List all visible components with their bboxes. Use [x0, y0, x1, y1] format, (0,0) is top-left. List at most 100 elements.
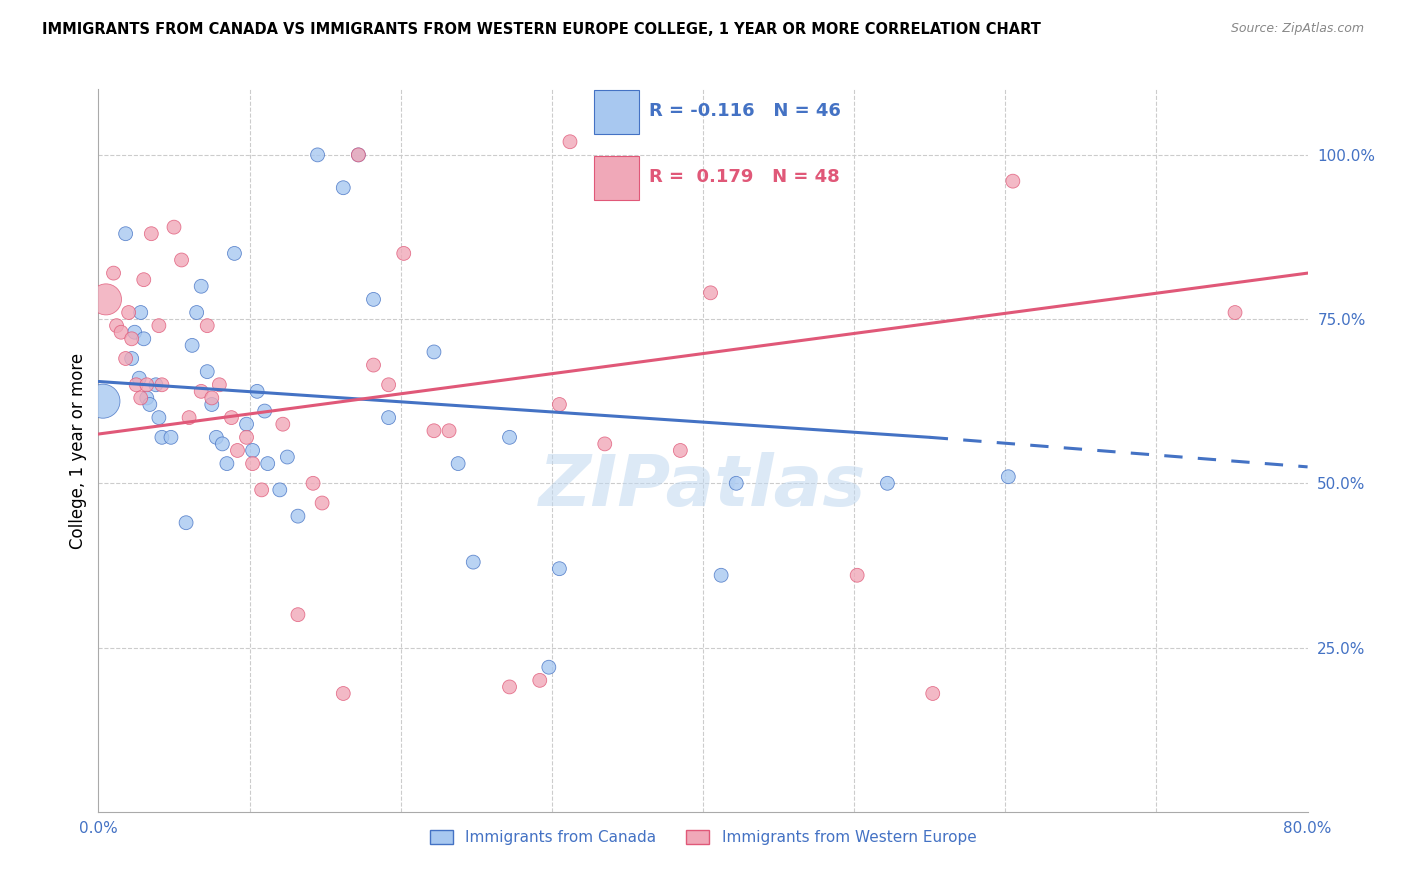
Point: [195, 365, 218, 379]
Point: [190, 279, 212, 293]
Point: [498, 430, 520, 444]
Point: [190, 384, 212, 399]
Point: [186, 305, 208, 319]
Point: [347, 148, 370, 162]
Point: [181, 338, 204, 352]
Point: [921, 686, 943, 700]
Text: ZIPatlas: ZIPatlas: [540, 452, 866, 521]
Point: [311, 496, 333, 510]
Point: [876, 476, 898, 491]
Point: [235, 430, 257, 444]
Point: [392, 246, 415, 260]
Point: [91, 394, 114, 409]
Point: [150, 430, 173, 444]
Point: [1001, 174, 1024, 188]
Point: [160, 430, 183, 444]
Point: [669, 443, 692, 458]
Point: [725, 476, 748, 491]
Point: [423, 424, 446, 438]
Point: [302, 476, 325, 491]
Point: [256, 457, 278, 471]
Point: [246, 384, 269, 399]
Point: [447, 457, 470, 471]
Point: [121, 351, 143, 366]
Point: [201, 397, 224, 411]
Point: [103, 266, 125, 280]
Point: [129, 391, 152, 405]
Point: [363, 358, 385, 372]
Point: [363, 293, 385, 307]
Point: [548, 562, 571, 576]
Point: [253, 404, 276, 418]
Point: [710, 568, 733, 582]
Point: [226, 443, 249, 458]
Point: [170, 252, 193, 267]
Point: [235, 417, 257, 432]
Point: [145, 377, 167, 392]
Point: [242, 457, 264, 471]
Text: Source: ZipAtlas.com: Source: ZipAtlas.com: [1230, 22, 1364, 36]
Point: [132, 332, 155, 346]
Point: [287, 607, 309, 622]
Point: [201, 391, 224, 405]
Point: [163, 220, 186, 235]
Point: [332, 180, 354, 194]
Point: [110, 325, 132, 339]
Point: [423, 345, 446, 359]
Point: [699, 285, 721, 300]
Point: [205, 430, 228, 444]
Point: [287, 509, 309, 524]
Point: [997, 469, 1019, 483]
Point: [242, 443, 264, 458]
Point: [114, 227, 136, 241]
Point: [195, 318, 218, 333]
Point: [118, 305, 141, 319]
Point: [148, 410, 170, 425]
Point: [215, 457, 238, 471]
Point: [558, 135, 581, 149]
Point: [211, 437, 233, 451]
Point: [498, 680, 520, 694]
Text: R = -0.116   N = 46: R = -0.116 N = 46: [650, 102, 841, 120]
Point: [148, 318, 170, 333]
Point: [529, 673, 551, 688]
Bar: [593, 89, 638, 134]
Point: [276, 450, 298, 464]
Legend: Immigrants from Canada, Immigrants from Western Europe: Immigrants from Canada, Immigrants from …: [423, 823, 983, 851]
Point: [250, 483, 273, 497]
Point: [437, 424, 460, 438]
Point: [128, 371, 150, 385]
Point: [179, 410, 201, 425]
Point: [377, 410, 399, 425]
Point: [593, 437, 616, 451]
Point: [174, 516, 197, 530]
Point: [548, 397, 571, 411]
Text: IMMIGRANTS FROM CANADA VS IMMIGRANTS FROM WESTERN EUROPE COLLEGE, 1 YEAR OR MORE: IMMIGRANTS FROM CANADA VS IMMIGRANTS FRO…: [42, 22, 1040, 37]
Point: [129, 305, 152, 319]
Point: [1223, 305, 1246, 319]
Point: [141, 227, 163, 241]
Point: [150, 377, 173, 392]
Point: [94, 293, 117, 307]
Bar: [593, 156, 638, 201]
Point: [135, 377, 157, 392]
Point: [208, 377, 231, 392]
Point: [121, 332, 143, 346]
Point: [224, 246, 246, 260]
Point: [271, 417, 294, 432]
Point: [377, 377, 399, 392]
Point: [132, 273, 155, 287]
Point: [124, 325, 146, 339]
Point: [135, 391, 157, 405]
Point: [269, 483, 291, 497]
Point: [463, 555, 485, 569]
Point: [846, 568, 869, 582]
Y-axis label: College, 1 year or more: College, 1 year or more: [69, 352, 87, 549]
Point: [307, 148, 329, 162]
Point: [114, 351, 136, 366]
Point: [105, 318, 128, 333]
Point: [332, 686, 354, 700]
Point: [347, 148, 370, 162]
Point: [139, 397, 162, 411]
Point: [125, 377, 148, 392]
